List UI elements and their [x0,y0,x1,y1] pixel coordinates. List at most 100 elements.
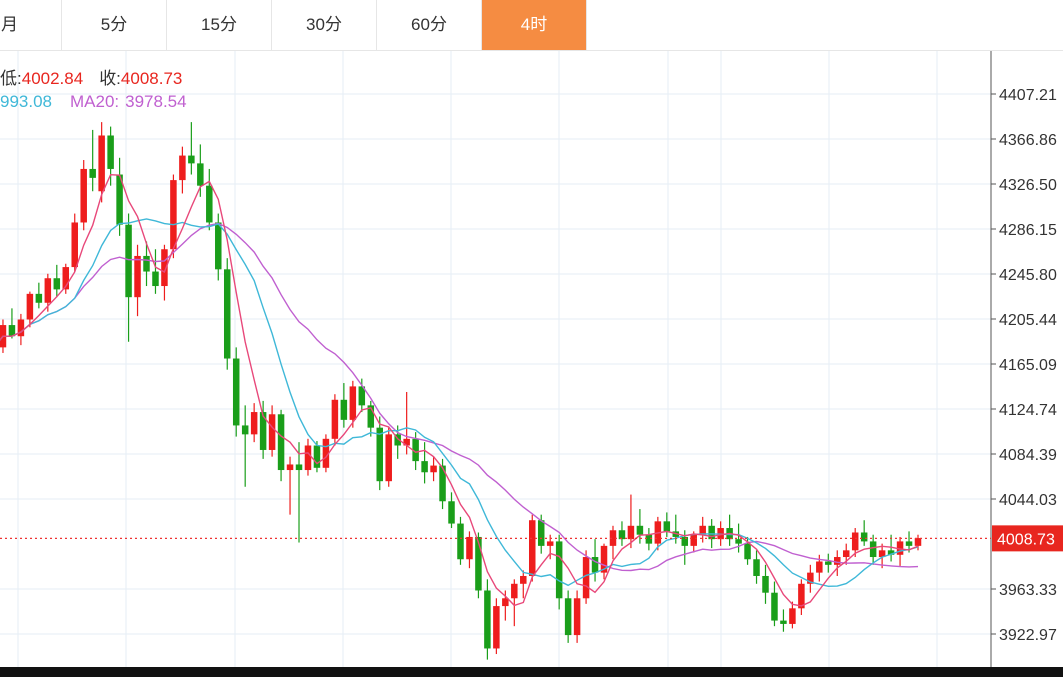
candle-body [223,269,231,359]
candle-body [600,545,608,573]
candle-body [744,543,751,560]
candle-body [878,550,886,558]
candle-body [591,557,599,573]
candle-body [340,399,348,420]
candle-body [143,255,150,272]
candle-body [448,501,455,524]
y-tick-label: 4245.80 [999,267,1057,284]
candle-body [259,412,267,450]
candle-body [277,414,285,471]
candle-body [618,530,626,540]
candle-body [241,425,249,435]
ma20-value: 3978.54 [125,92,187,111]
candle-body [80,168,87,223]
candle-body [816,561,823,573]
candle-body [430,465,437,473]
candle-body [412,438,419,462]
candle-body [636,525,644,535]
close-label: 收: [99,69,121,88]
candle-body [268,414,276,450]
candle-body [358,386,366,406]
legend-row-ohlc: 低:4002.84 收:4008.73 [0,64,182,89]
candle-body [834,557,841,565]
candle-body [807,572,814,584]
candle-body [286,464,294,471]
candle-body [313,445,321,468]
candle-body [179,155,186,181]
candle-body [914,538,922,546]
ma5-line [0,173,919,607]
candle-body [609,530,617,546]
candle-body [699,525,706,535]
y-tick-label: 4084.39 [999,447,1057,464]
candle-body [367,405,375,428]
candle-body [376,427,383,482]
candle-body [798,583,805,609]
candle-body [71,222,78,268]
y-tick-label: 4205.44 [999,312,1057,329]
y-tick-label: 4286.15 [999,222,1057,239]
candle-body [825,561,832,565]
low-value: 4002.84 [21,69,84,88]
candle-body [215,222,222,270]
candle-body [206,185,213,223]
candle-body [197,163,204,186]
candle-body [331,399,339,439]
candle-body [627,525,635,540]
timeframe-tabbar: 月 5分 15分 30分 60分 4时 [0,0,1063,51]
candle-body [44,278,52,303]
candle-body [537,520,545,546]
tab-5min[interactable]: 5分 [62,0,167,50]
candle-body [896,541,904,555]
candle-body [125,224,132,298]
y-tick-label: 4165.09 [999,357,1057,374]
ma10-value: 993.08 [0,92,52,111]
candle-body [860,532,868,542]
candle-body [851,532,859,551]
candle-body [708,525,715,540]
candle-body [887,550,895,555]
tab-15min[interactable]: 15分 [167,0,272,50]
candle-body [466,536,473,560]
candle-body [493,606,500,649]
y-tick-label: 4326.50 [999,177,1057,194]
candle-body [134,255,141,298]
y-tick-label: 4366.86 [999,132,1057,149]
y-tick-label: 4407.21 [999,87,1057,104]
candle-body [905,541,913,546]
y-tick-label: 4044.03 [999,492,1057,509]
candle-body [842,550,850,558]
candle-body [98,135,105,192]
candle-body [8,325,16,337]
tab-month[interactable]: 月 [0,0,62,50]
candle-body [555,541,563,599]
candle-body [690,534,697,546]
ma20-line [0,222,919,572]
tab-60min[interactable]: 60分 [377,0,482,50]
y-tick-label: 3963.33 [999,582,1057,599]
candle-body [152,271,159,287]
candle-body [439,465,446,502]
candle-body [780,620,787,624]
candle-body [457,523,464,560]
candle-body [62,267,70,290]
candle-body [753,559,760,576]
tab-4hour[interactable]: 4时 [482,0,587,50]
candle-body [869,541,877,558]
candle-body [161,249,168,287]
ma20-label: MA20: [70,92,120,111]
candle-body [322,438,330,468]
candle-body [564,598,572,636]
candle-body [170,180,177,250]
candle-body [546,541,554,546]
candle-body [232,358,240,426]
candle-body [771,592,778,621]
candle-body [582,557,590,599]
close-value: 4008.73 [120,69,183,88]
candle-body [250,412,258,435]
tab-30min[interactable]: 30分 [272,0,377,50]
legend-row-ma: 993.08 MA20: 3978.54 [0,92,187,112]
candle-body [573,598,581,636]
candle-body [304,445,312,471]
